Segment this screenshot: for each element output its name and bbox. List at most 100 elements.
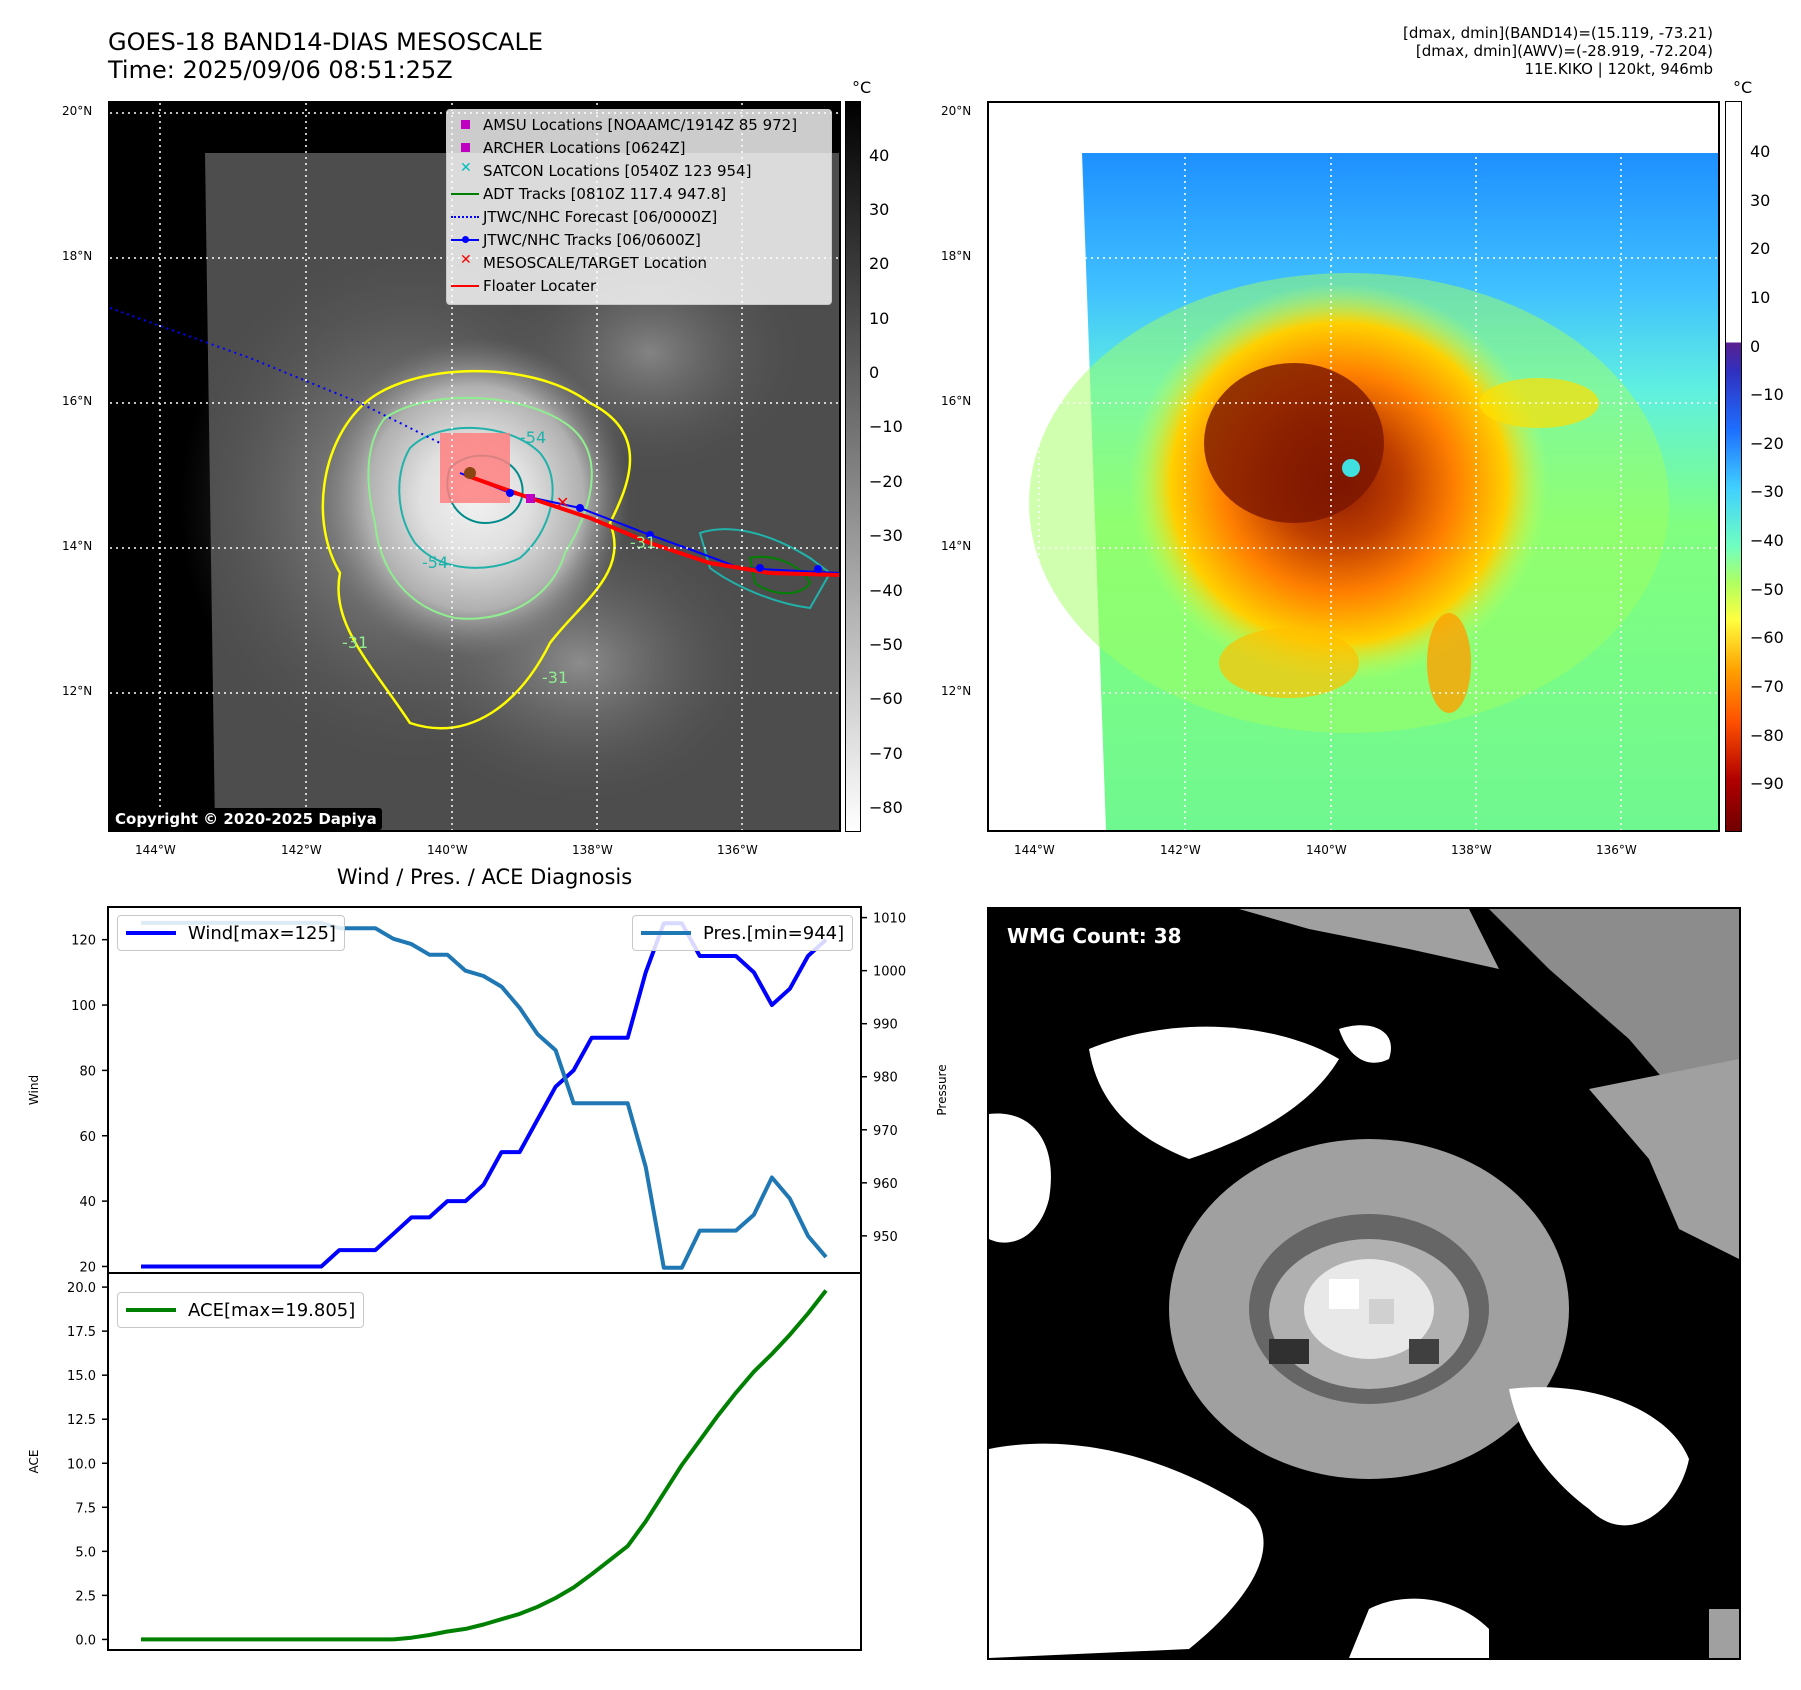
legend-item: ✕ MESOSCALE/TARGET Location: [447, 252, 707, 274]
title-line-2: Time: 2025/09/06 08:51:25Z: [108, 56, 453, 84]
lon-label: 136°W: [717, 843, 758, 857]
lat-label: 14°N: [941, 539, 972, 553]
contour-label-54b: -54: [422, 553, 448, 572]
left-colorbar-unit: °C: [852, 78, 872, 97]
legend-item: ADT Tracks [0810Z 117.4 947.8]: [447, 183, 726, 205]
y-tick-label: 5.0: [75, 1545, 96, 1560]
right-colorbar-unit: °C: [1733, 78, 1753, 97]
y-tick-label: 100: [71, 999, 96, 1014]
lat-label: 12°N: [941, 684, 972, 698]
wmg-imagery: [989, 909, 1739, 1658]
info-line-1: [dmax, dmin](BAND14)=(15.119, -73.21): [1402, 24, 1713, 42]
cb-tick: 30: [869, 200, 890, 219]
cb-tick: 0: [869, 363, 880, 382]
cb-tick: −30: [1750, 482, 1784, 501]
y-axis-label: Wind: [27, 1075, 41, 1105]
cb-tick: −30: [869, 526, 903, 545]
cb-tick: 20: [1750, 239, 1771, 258]
y-tick-label: 0.0: [75, 1633, 96, 1648]
lat-label: 12°N: [62, 684, 93, 698]
y2-tick-label: 990: [873, 1018, 898, 1033]
y-tick-label: 2.5: [75, 1589, 96, 1604]
cb-tick: 40: [869, 146, 890, 165]
y-tick-label: 120: [71, 934, 96, 949]
secondary-series-line: [141, 920, 828, 1270]
cb-tick: 40: [1750, 142, 1771, 161]
cb-tick: −70: [1750, 677, 1784, 696]
cb-tick: −80: [1750, 726, 1784, 745]
contour-label-31b: -31: [542, 668, 568, 687]
lon-label: 140°W: [427, 843, 468, 857]
plot-frame: [107, 1272, 862, 1651]
series-line: [141, 1289, 828, 1642]
figure-title: GOES-18 BAND14-DIAS MESOSCALE Time: 2025…: [108, 28, 543, 84]
cb-tick: −40: [1750, 531, 1784, 550]
lat-label: 20°N: [941, 104, 972, 118]
cb-tick: −60: [1750, 628, 1784, 647]
square-icon: [447, 114, 483, 136]
lon-label: 138°W: [1451, 843, 1492, 857]
lon-label: 144°W: [135, 843, 176, 857]
lon-label: 142°W: [281, 843, 322, 857]
y-axis-label: ACE: [27, 1450, 41, 1474]
intensity-info: [dmax, dmin](BAND14)=(15.119, -73.21) [d…: [1403, 24, 1713, 78]
y-tick-label: 40: [79, 1195, 96, 1210]
wind-pressure-chart: 20 40 60 80 100 120 Wind 950 960 970 980 990 1000 101…: [27, 906, 949, 1275]
contour-label-54a: -54: [520, 428, 546, 447]
svg-text:✕: ✕: [556, 493, 569, 512]
y-tick-label: 20: [79, 1260, 96, 1275]
lat-label: 20°N: [62, 104, 93, 118]
legend-label: Pres.[min=944]: [703, 922, 845, 944]
diagnosis-charts: 20 40 60 80 100 120 Wind 950 960 970 980 990 1000 101…: [27, 906, 949, 1651]
lon-label: 140°W: [1306, 843, 1347, 857]
x-icon: ✕: [460, 252, 472, 268]
legend-item: JTWC/NHC Forecast [06/0000Z]: [447, 206, 717, 228]
legend-label: Wind[max=125]: [188, 922, 336, 944]
copyright-badge: Copyright © 2020-2025 Dapiya: [110, 808, 382, 830]
map-legend: AMSU Locations [NOAAMC/1914Z 85 972] ARC…: [446, 109, 832, 305]
dotted-line-icon: [447, 206, 483, 228]
mid-contour: [367, 396, 593, 620]
cb-tick: −20: [869, 472, 903, 491]
y2-tick-label: 1000: [873, 965, 906, 980]
outer-contour: [321, 369, 632, 730]
right-colorbar: [1725, 101, 1742, 832]
y-tick-label: 20.0: [67, 1281, 96, 1296]
awv-map-panel: [987, 101, 1720, 832]
line-icon: [447, 275, 483, 297]
cb-tick: 10: [869, 309, 890, 328]
title-line-1: GOES-18 BAND14-DIAS MESOSCALE: [108, 28, 544, 56]
y2-tick-label: 970: [873, 1124, 898, 1139]
info-line-2: [dmax, dmin](AWV)=(-28.919, -72.204): [1415, 42, 1713, 60]
cb-tick: −80: [869, 798, 903, 817]
awv-imagery: [989, 103, 1718, 830]
y2-tick-label: 950: [873, 1230, 898, 1245]
y-tick-label: 7.5: [75, 1501, 96, 1516]
storm-center: [464, 467, 476, 479]
y-tick-label: 80: [79, 1064, 96, 1079]
cb-tick: −10: [1750, 385, 1784, 404]
legend-item: JTWC/NHC Tracks [06/0600Z]: [447, 229, 701, 251]
lon-label: 136°W: [1596, 843, 1637, 857]
legend-item: ARCHER Locations [0624Z]: [447, 137, 686, 159]
line-icon: [126, 1308, 176, 1312]
y-tick-label: 60: [79, 1130, 96, 1145]
legend-item: ✕ SATCON Locations [0540Z 123 954]: [447, 160, 751, 182]
mesoscale-box: [440, 433, 510, 503]
legend-item: Floater Locater: [447, 275, 596, 297]
cb-tick: −60: [869, 689, 903, 708]
inner-contour: [398, 426, 554, 569]
left-colorbar: [845, 101, 861, 832]
cb-tick: −10: [869, 417, 903, 436]
wmg-panel: WMG Count: 38: [987, 907, 1741, 1660]
forecast-track: [110, 307, 441, 444]
series-line: [141, 921, 828, 1269]
lon-label: 142°W: [1160, 843, 1201, 857]
lat-label: 16°N: [62, 394, 93, 408]
cb-tick: −90: [1750, 774, 1784, 793]
diagnosis-title: Wind / Pres. / ACE Diagnosis: [336, 865, 633, 889]
lon-label: 144°W: [1014, 843, 1055, 857]
cb-tick: −50: [1750, 580, 1784, 599]
legend-item: AMSU Locations [NOAAMC/1914Z 85 972]: [447, 114, 797, 136]
wind-legend: Wind[max=125]: [117, 915, 345, 951]
